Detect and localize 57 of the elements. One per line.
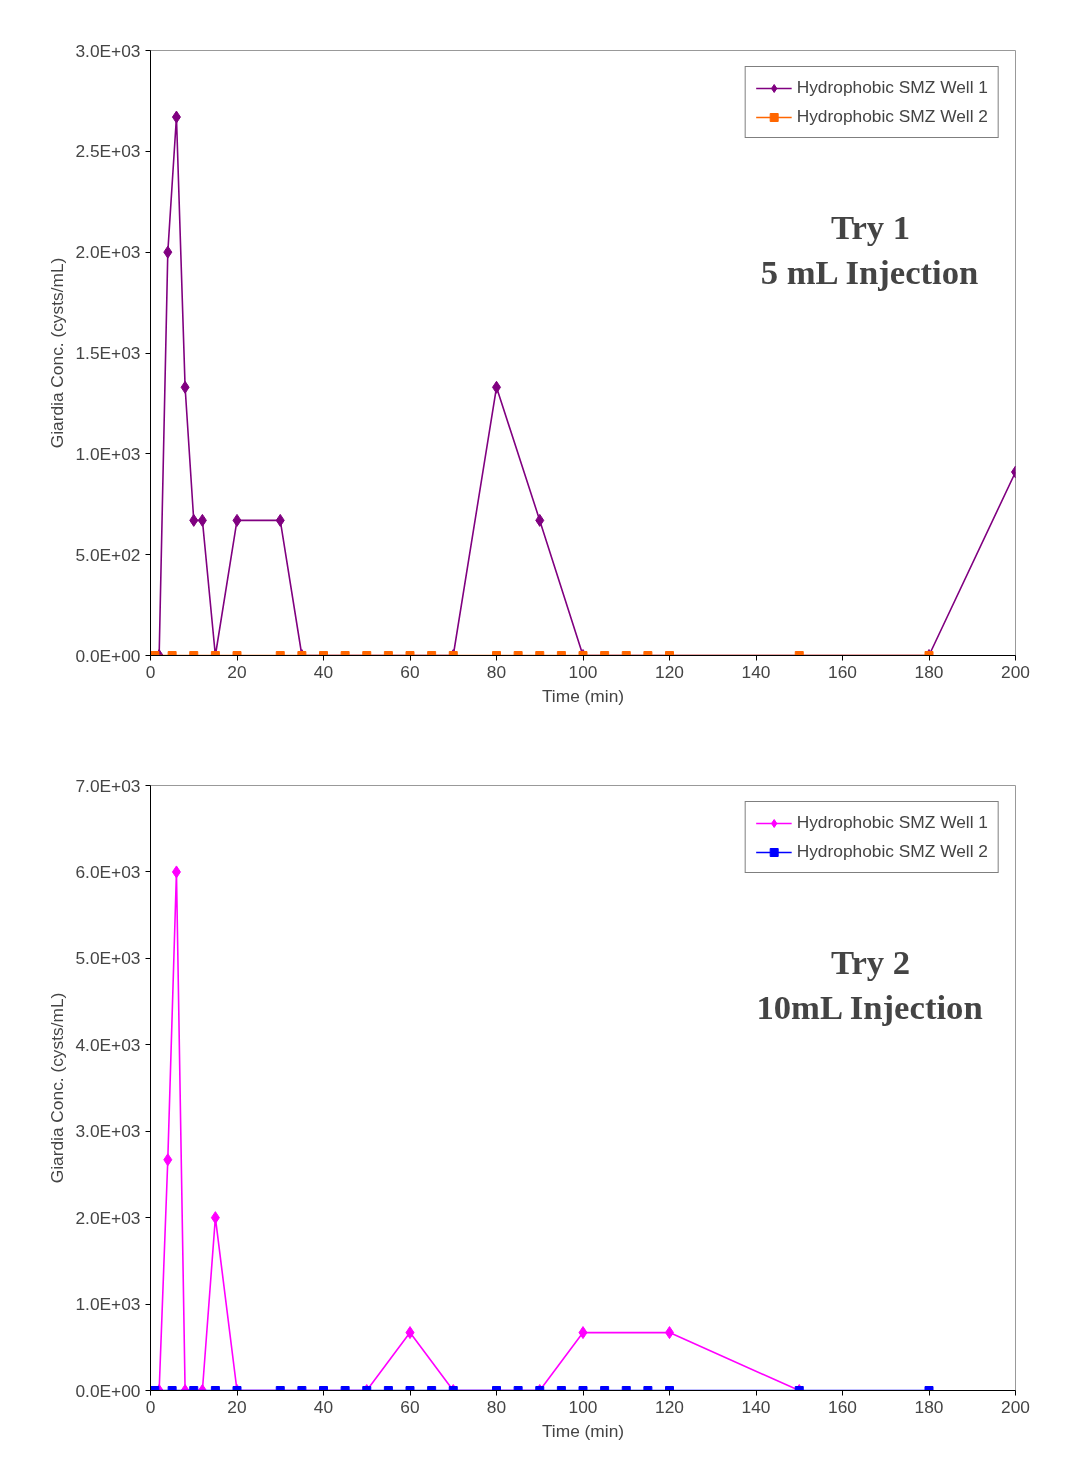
- x-tick-label: 60: [400, 661, 420, 682]
- y-tick-label: 6.0E+03: [75, 861, 141, 882]
- y-axis-title: Giardia Conc. (cysts/mL): [47, 257, 68, 449]
- x-tick-label: 180: [914, 661, 944, 682]
- y-tick-label: 4.0E+03: [75, 1034, 141, 1055]
- y-tick-label: 1.0E+03: [75, 443, 141, 464]
- x-tick-label: 160: [828, 1396, 857, 1417]
- y-tick-label: 2.0E+03: [75, 242, 141, 263]
- y-tick-label: 0.0E+00: [75, 645, 141, 666]
- annotation: 10mL Injection: [756, 987, 983, 1026]
- x-tick-label: 140: [741, 661, 771, 682]
- x-axis-title: Time (min): [541, 685, 625, 706]
- annotation: Try 2: [830, 942, 911, 981]
- x-tick-label: 0: [145, 1396, 156, 1417]
- x-tick-label: 40: [313, 1396, 334, 1417]
- y-tick-label: 0.0E+00: [75, 1380, 141, 1401]
- x-tick-label: 0: [145, 661, 156, 682]
- y-tick-label: 5.0E+02: [75, 544, 141, 565]
- x-tick-label: 160: [828, 661, 857, 682]
- x-tick-label: 60: [400, 1396, 420, 1417]
- x-tick-label: 20: [227, 661, 247, 682]
- point: [163, 245, 173, 259]
- x-tick-label: 120: [655, 1396, 684, 1417]
- y-axis-title: Giardia Conc. (cysts/mL): [47, 992, 68, 1184]
- legend-label: Hydrophobic SMZ Well 1: [796, 77, 988, 98]
- y-tick-label: 1.0E+03: [75, 1294, 141, 1315]
- point: [180, 380, 190, 394]
- y-tick-label: 3.0E+03: [75, 1121, 141, 1142]
- x-tick-label: 40: [313, 661, 334, 682]
- annotation: Try 1: [830, 207, 911, 246]
- legend-label: Hydrophobic SMZ Well 1: [796, 812, 988, 833]
- y-tick-label: 2.5E+03: [75, 141, 141, 162]
- annotation: 5 mL Injection: [760, 252, 979, 291]
- y-tick-label: 3.0E+03: [75, 40, 141, 61]
- y-tick-label: 2.0E+03: [75, 1207, 141, 1228]
- x-tick-label: 80: [486, 1396, 507, 1417]
- legend-label: Hydrophobic SMZ Well 2: [796, 841, 988, 862]
- x-tick-label: 120: [655, 661, 684, 682]
- y-tick-label: 7.0E+03: [75, 775, 141, 796]
- y-tick-label: 1.5E+03: [75, 343, 141, 363]
- x-tick-label: 140: [741, 1396, 771, 1417]
- x-tick-label: 80: [486, 661, 507, 682]
- x-tick-label: 20: [227, 1396, 247, 1417]
- x-axis-title: Time (min): [541, 1420, 625, 1441]
- x-tick-label: 180: [914, 1396, 944, 1417]
- point: [275, 513, 285, 527]
- x-tick-label: 100: [568, 1396, 598, 1417]
- y-tick-label: 5.0E+03: [75, 948, 141, 969]
- point: [197, 513, 207, 527]
- point: [535, 513, 545, 527]
- legend-label: Hydrophobic SMZ Well 2: [796, 106, 988, 127]
- x-tick-label: 100: [568, 661, 598, 682]
- x-tick-label: 200: [1001, 1396, 1030, 1417]
- point: [171, 110, 181, 124]
- point: [189, 513, 199, 527]
- point: [232, 513, 242, 527]
- x-tick-label: 200: [1001, 661, 1030, 682]
